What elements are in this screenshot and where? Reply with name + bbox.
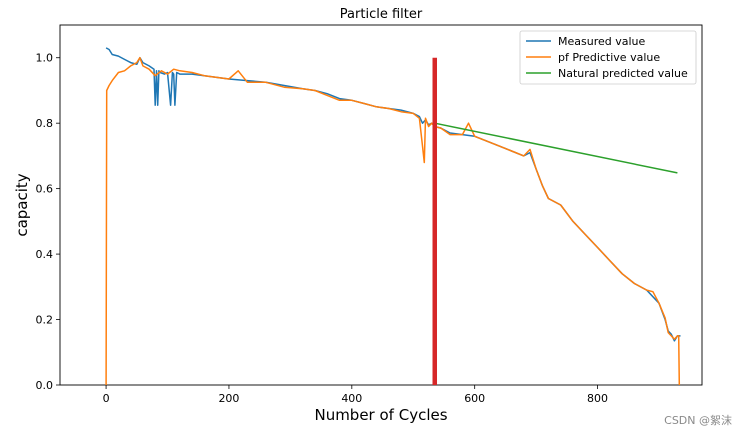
axis-ticks: 0 200 400 600 800 0.0 0.2 0.4 0.6 0.8 1.0: [36, 52, 609, 405]
chart-title: Particle filter: [340, 7, 423, 22]
x-tick-label: 400: [341, 392, 362, 405]
legend-label-pf: pf Predictive value: [558, 51, 660, 64]
series-line-natural-predicted: [434, 122, 678, 174]
y-tick-label: 0.2: [36, 314, 54, 327]
x-tick-label: 200: [218, 392, 239, 405]
y-tick-label: 1.0: [36, 52, 54, 65]
y-tick-label: 0.6: [36, 183, 54, 196]
y-axis-label: capacity: [13, 173, 31, 236]
x-tick-label: 600: [464, 392, 485, 405]
x-tick-label: 0: [103, 392, 110, 405]
legend: Measured value pf Predictive value Natur…: [519, 30, 697, 85]
watermark-text: CSDN @絮沫: [664, 413, 732, 427]
legend-label-natural: Natural predicted value: [558, 67, 688, 80]
series-line-pf-predictive: [105, 56, 681, 386]
plot-area: [59, 24, 703, 386]
series-layer: [105, 47, 681, 386]
y-tick-label: 0.8: [36, 117, 54, 130]
x-axis-label: Number of Cycles: [314, 406, 447, 424]
y-tick-label: 0.0: [36, 379, 54, 392]
legend-label-measured: Measured value: [558, 35, 646, 48]
x-tick-label: 800: [587, 392, 608, 405]
legend-box: [519, 30, 697, 85]
y-tick-label: 0.4: [36, 248, 54, 261]
